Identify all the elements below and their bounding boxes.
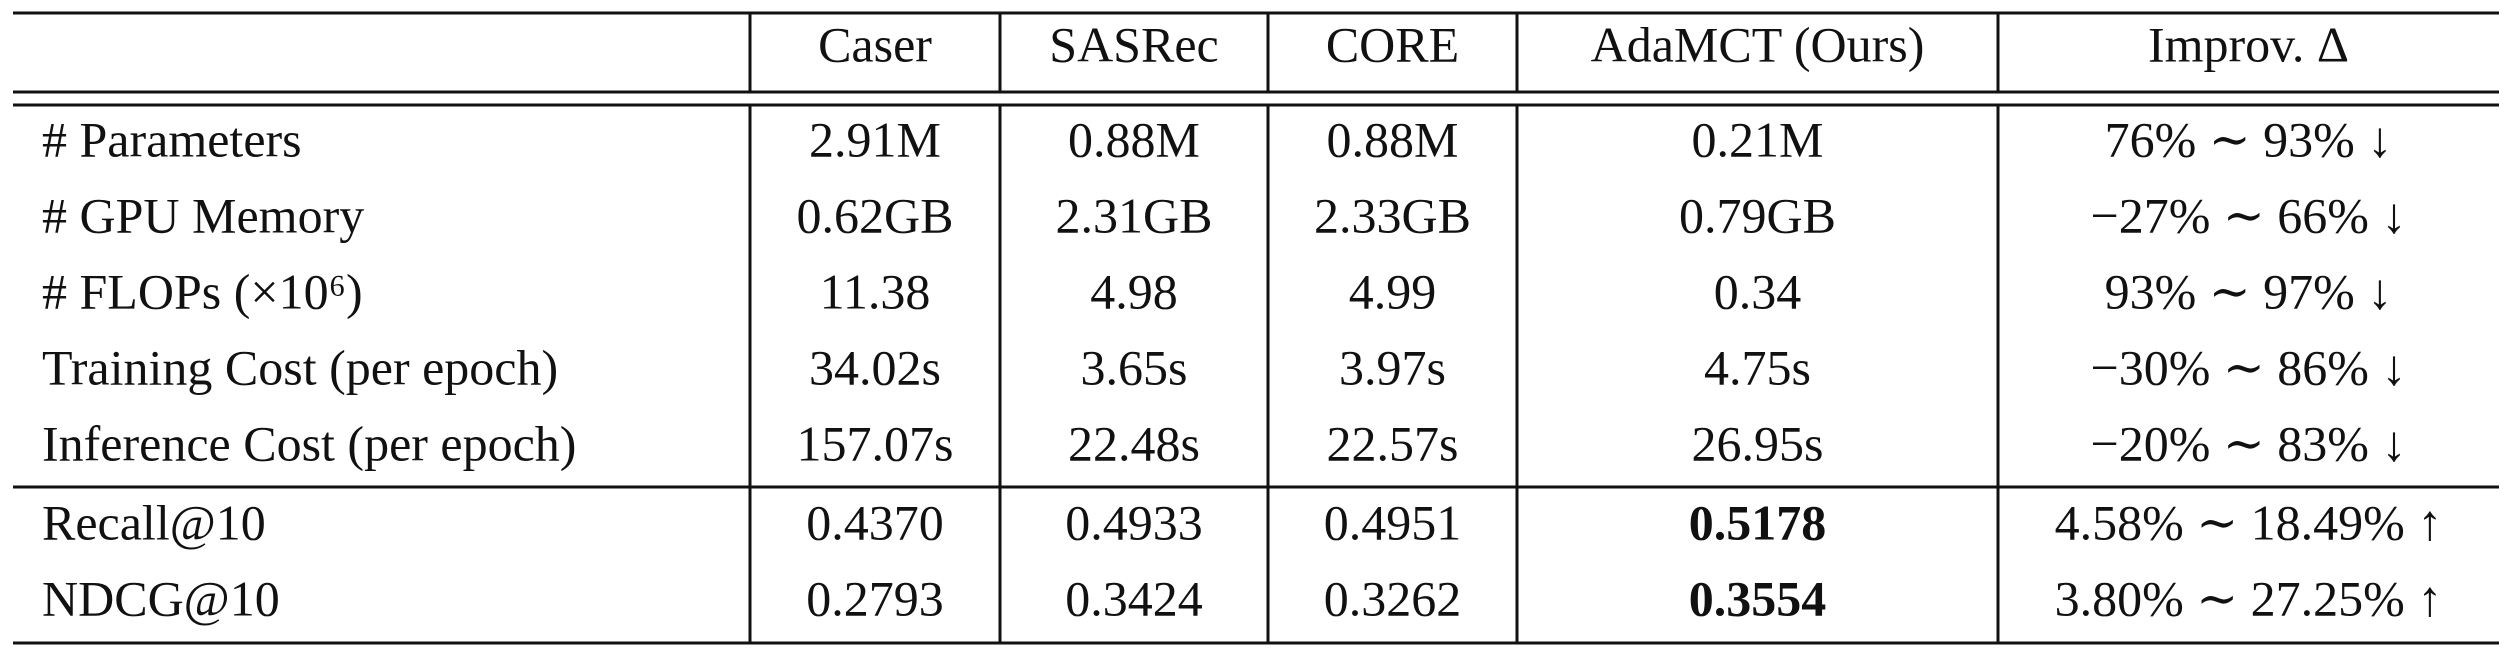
cell: 2.31GB xyxy=(1056,187,1213,243)
header-cell: Caser xyxy=(818,16,932,72)
cell: 0.88M xyxy=(1068,111,1200,167)
cell: 0.2793 xyxy=(806,570,944,626)
cell: 76% ∼ 93% ↓ xyxy=(2105,111,2393,167)
row-label: NDCG@10 xyxy=(42,570,280,626)
cell: 22.48s xyxy=(1068,415,1200,471)
cell: 4.98 xyxy=(1090,263,1178,319)
cell: −27% ∼ 66% ↓ xyxy=(2091,187,2407,243)
cell: 3.65s xyxy=(1081,339,1188,395)
cell: 0.3262 xyxy=(1324,570,1462,626)
cell: 3.97s xyxy=(1339,339,1446,395)
cell: 0.4933 xyxy=(1065,494,1203,550)
cell: 22.57s xyxy=(1327,415,1459,471)
cell: 4.58% ∼ 18.49% ↑ xyxy=(2055,494,2443,550)
cell: 34.02s xyxy=(809,339,941,395)
cell: −30% ∼ 86% ↓ xyxy=(2091,339,2407,395)
cell: 4.99 xyxy=(1349,263,1437,319)
cell: 0.4370 xyxy=(806,494,944,550)
cell: 0.4951 xyxy=(1324,494,1462,550)
row-label: Recall@10 xyxy=(42,494,266,550)
cell: 0.21M xyxy=(1692,111,1824,167)
cell: 0.3424 xyxy=(1065,570,1203,626)
cell: 0.62GB xyxy=(797,187,954,243)
header-cell: Improv. Δ xyxy=(2148,16,2349,72)
cell: 2.33GB xyxy=(1314,187,1471,243)
row-label: # GPU Memory xyxy=(42,187,364,243)
cell: 157.07s xyxy=(797,415,954,471)
cell: 11.38 xyxy=(820,263,931,319)
cell: 0.79GB xyxy=(1679,187,1836,243)
row-label: # Parameters xyxy=(42,111,302,167)
header-cell: AdaMCT (Ours) xyxy=(1591,16,1925,72)
cell: 26.95s xyxy=(1692,415,1824,471)
header-cell: CORE xyxy=(1326,16,1459,72)
cell: 3.80% ∼ 27.25% ↑ xyxy=(2055,570,2443,626)
header-cell: SASRec xyxy=(1049,16,1218,72)
row-label: Inference Cost (per epoch) xyxy=(42,415,576,471)
cell: 0.88M xyxy=(1327,111,1459,167)
cell: 0.5178 xyxy=(1689,494,1827,550)
cell: 0.34 xyxy=(1714,263,1802,319)
row-label: # FLOPs (×10⁶) xyxy=(42,263,363,319)
cell: 4.75s xyxy=(1704,339,1811,395)
cell: −20% ∼ 83% ↓ xyxy=(2091,415,2407,471)
cell: 93% ∼ 97% ↓ xyxy=(2105,263,2393,319)
cell: 2.91M xyxy=(809,111,941,167)
row-label: Training Cost (per epoch) xyxy=(42,339,558,395)
cell: 0.3554 xyxy=(1689,570,1827,626)
